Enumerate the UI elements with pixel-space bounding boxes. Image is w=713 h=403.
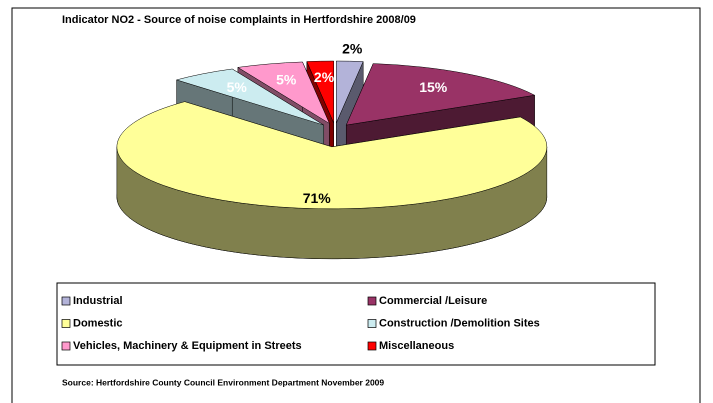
pie: 2% 15% 71% 5% 5% 2% [116,41,548,260]
legend-label: Vehicles, Machinery & Equipment in Stree… [73,340,302,352]
pie-slice [336,60,364,124]
data-label: 15% [419,79,448,95]
pie-slice [175,68,324,126]
chart-frame [11,7,701,403]
legend-label: Miscellaneous [379,340,454,352]
slice-group [116,101,548,260]
data-label: 5% [276,71,297,87]
pie-slice [116,101,548,210]
legend-swatch [61,296,71,306]
data-label: 2% [314,69,335,85]
legend-label: Industrial [73,295,123,307]
pie-slice [345,63,536,126]
data-label: 2% [342,41,363,57]
source-note: Source: Hertfordshire County Council Env… [62,377,384,387]
legend-items: Industrial Commercial /Leisure Domestic Con… [61,295,540,352]
legend-label: Domestic [73,317,123,329]
data-label: 71% [303,190,332,206]
data-label: 5% [227,79,248,95]
pie-slice [306,60,334,124]
legend-swatch [367,296,377,306]
legend-swatch [367,341,377,351]
legend [56,282,656,366]
legend-label: Commercial /Leisure [379,295,487,307]
pie-slice [237,61,330,125]
legend-swatch [61,319,71,328]
legend-swatch [61,341,71,351]
legend-swatch [367,319,377,328]
legend-label: Construction /Demolition Sites [379,317,540,329]
chart-title: Indicator NO2 - Source of noise complain… [62,14,416,26]
